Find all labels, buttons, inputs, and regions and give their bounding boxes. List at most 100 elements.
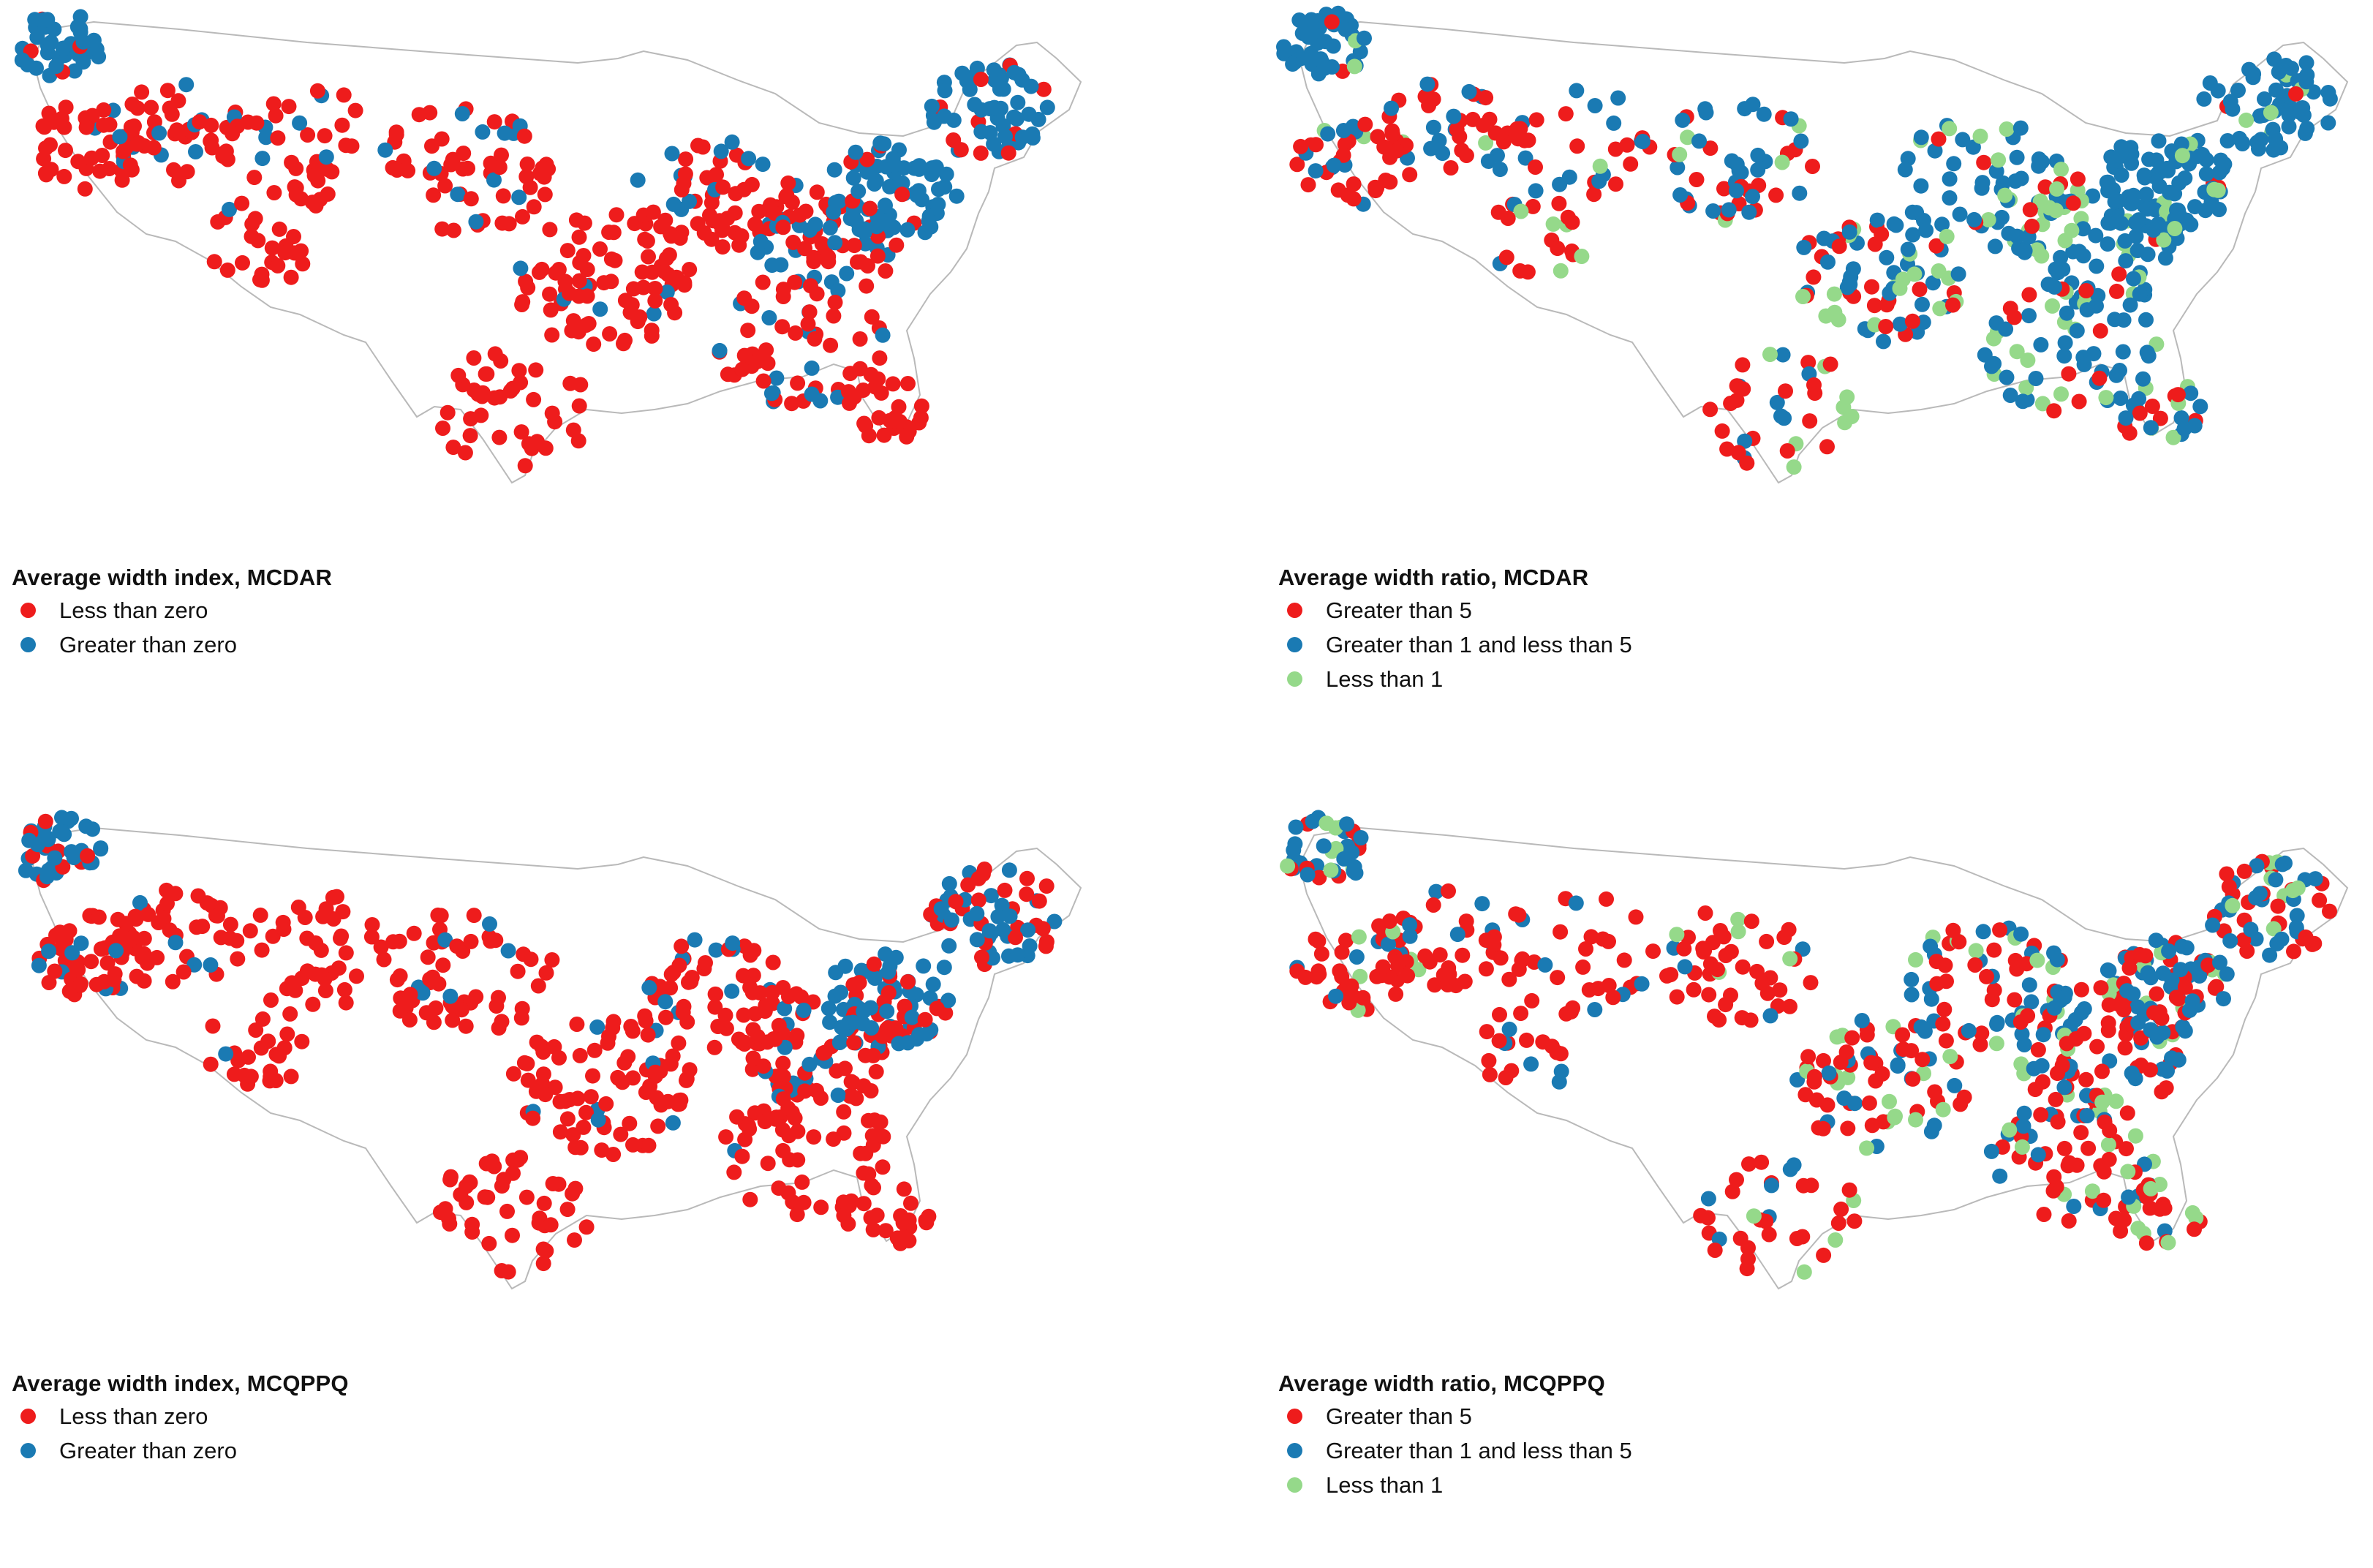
red-site-dot <box>136 973 152 989</box>
red-site-dot <box>1714 423 1730 439</box>
blue-site-dot <box>1729 183 1744 199</box>
red-site-dot <box>2146 1005 2162 1021</box>
red-site-dot <box>1550 970 1566 986</box>
blue-site-dot <box>2320 115 2336 131</box>
green-site-dot <box>2130 1221 2146 1237</box>
red-site-dot <box>363 929 380 945</box>
red-site-dot <box>1979 968 1994 984</box>
blue-site-dot <box>2219 966 2235 982</box>
red-site-dot <box>96 117 112 133</box>
legend-index-mcdar: Average width index, MCDAR Less than zer… <box>12 566 332 668</box>
legend-item-between-1-and-5: Greater than 1 and less than 5 <box>1278 633 1632 656</box>
red-site-dot <box>698 955 713 970</box>
green-site-dot <box>2009 344 2025 360</box>
green-site-dot <box>1513 203 1529 219</box>
red-site-dot <box>565 1127 581 1143</box>
red-site-dot <box>634 264 650 280</box>
red-dot-icon <box>20 603 36 618</box>
blue-site-dot <box>943 912 959 928</box>
red-site-dot <box>1513 1006 1529 1022</box>
red-site-dot <box>518 1189 535 1205</box>
red-site-dot <box>1830 1215 1846 1231</box>
red-site-dot <box>780 175 796 191</box>
blue-site-dot <box>876 136 892 152</box>
red-site-dot <box>2322 903 2337 919</box>
red-site-dot <box>720 211 736 227</box>
green-site-dot <box>2029 952 2045 968</box>
red-site-dot <box>443 157 459 173</box>
red-site-dot <box>806 1129 822 1145</box>
red-site-dot <box>439 404 456 421</box>
red-site-dot <box>2092 323 2108 339</box>
red-site-dot <box>2096 1164 2112 1180</box>
green-site-dot <box>2290 880 2306 896</box>
red-site-dot <box>2148 986 2165 1002</box>
blue-site-dot <box>630 172 646 188</box>
green-site-dot <box>2048 203 2064 219</box>
red-site-dot <box>320 186 336 202</box>
blue-site-dot <box>1501 1021 1517 1037</box>
red-site-dot <box>900 376 916 391</box>
blue-site-dot <box>2150 216 2166 232</box>
blue-site-dot <box>2088 227 2104 244</box>
red-site-dot <box>1735 381 1751 397</box>
red-site-dot <box>1583 929 1599 945</box>
red-site-dot <box>568 212 584 228</box>
blue-site-dot <box>2184 993 2200 1009</box>
red-site-dot <box>1739 455 1755 471</box>
red-site-dot <box>1035 921 1051 937</box>
blue-site-dot <box>1934 216 1950 233</box>
blue-site-dot <box>724 134 740 150</box>
blue-site-dot <box>2143 420 2159 436</box>
red-site-dot <box>676 998 692 1014</box>
blue-site-dot <box>442 988 459 1004</box>
red-site-dot <box>1716 181 1732 197</box>
blue-site-dot <box>1014 72 1030 88</box>
red-site-dot <box>1863 1055 1879 1071</box>
blue-site-dot <box>18 862 34 878</box>
red-site-dot <box>865 1221 881 1237</box>
red-site-dot <box>140 906 156 922</box>
blue-site-dot <box>2274 856 2290 872</box>
blue-site-dot <box>2013 926 2029 942</box>
blue-site-dot <box>916 958 932 974</box>
green-site-dot <box>2002 1122 2018 1138</box>
red-site-dot <box>203 1056 219 1072</box>
red-site-dot <box>270 257 286 274</box>
blue-site-dot <box>2140 965 2156 981</box>
blue-site-dot <box>1461 83 1477 99</box>
green-site-dot <box>1545 216 1561 232</box>
red-site-dot <box>1035 81 1052 97</box>
red-site-dot <box>707 999 723 1015</box>
red-site-dot <box>1822 356 1838 372</box>
blue-site-dot <box>2161 943 2177 959</box>
red-site-dot <box>1816 1247 1832 1263</box>
red-site-dot <box>559 243 576 259</box>
red-site-dot <box>401 1012 418 1028</box>
red-site-dot <box>1953 1096 1969 1112</box>
blue-site-dot <box>1634 976 1650 992</box>
blue-site-dot <box>590 1112 606 1128</box>
red-site-dot <box>129 136 145 152</box>
blue-site-dot <box>1769 394 1785 410</box>
blue-site-dot <box>52 823 68 840</box>
red-site-dot <box>2091 370 2108 386</box>
blue-site-dot <box>1888 217 1904 233</box>
blue-site-dot <box>29 837 45 853</box>
red-site-dot <box>165 973 181 990</box>
red-site-dot <box>789 1028 805 1044</box>
blue-site-dot <box>1286 843 1302 858</box>
green-site-dot <box>2034 248 2050 264</box>
blue-site-dot <box>2299 121 2315 137</box>
blue-site-dot <box>1947 1077 1963 1093</box>
blue-site-dot <box>1474 896 1490 912</box>
red-site-dot <box>813 1090 829 1106</box>
red-site-dot <box>543 302 559 318</box>
green-site-dot <box>2206 181 2222 197</box>
blue-site-dot <box>940 992 957 1009</box>
red-site-dot <box>678 151 694 167</box>
red-site-dot <box>2208 979 2225 995</box>
blue-site-dot <box>1988 163 2004 179</box>
red-site-dot <box>2007 952 2023 968</box>
red-site-dot <box>125 930 141 946</box>
